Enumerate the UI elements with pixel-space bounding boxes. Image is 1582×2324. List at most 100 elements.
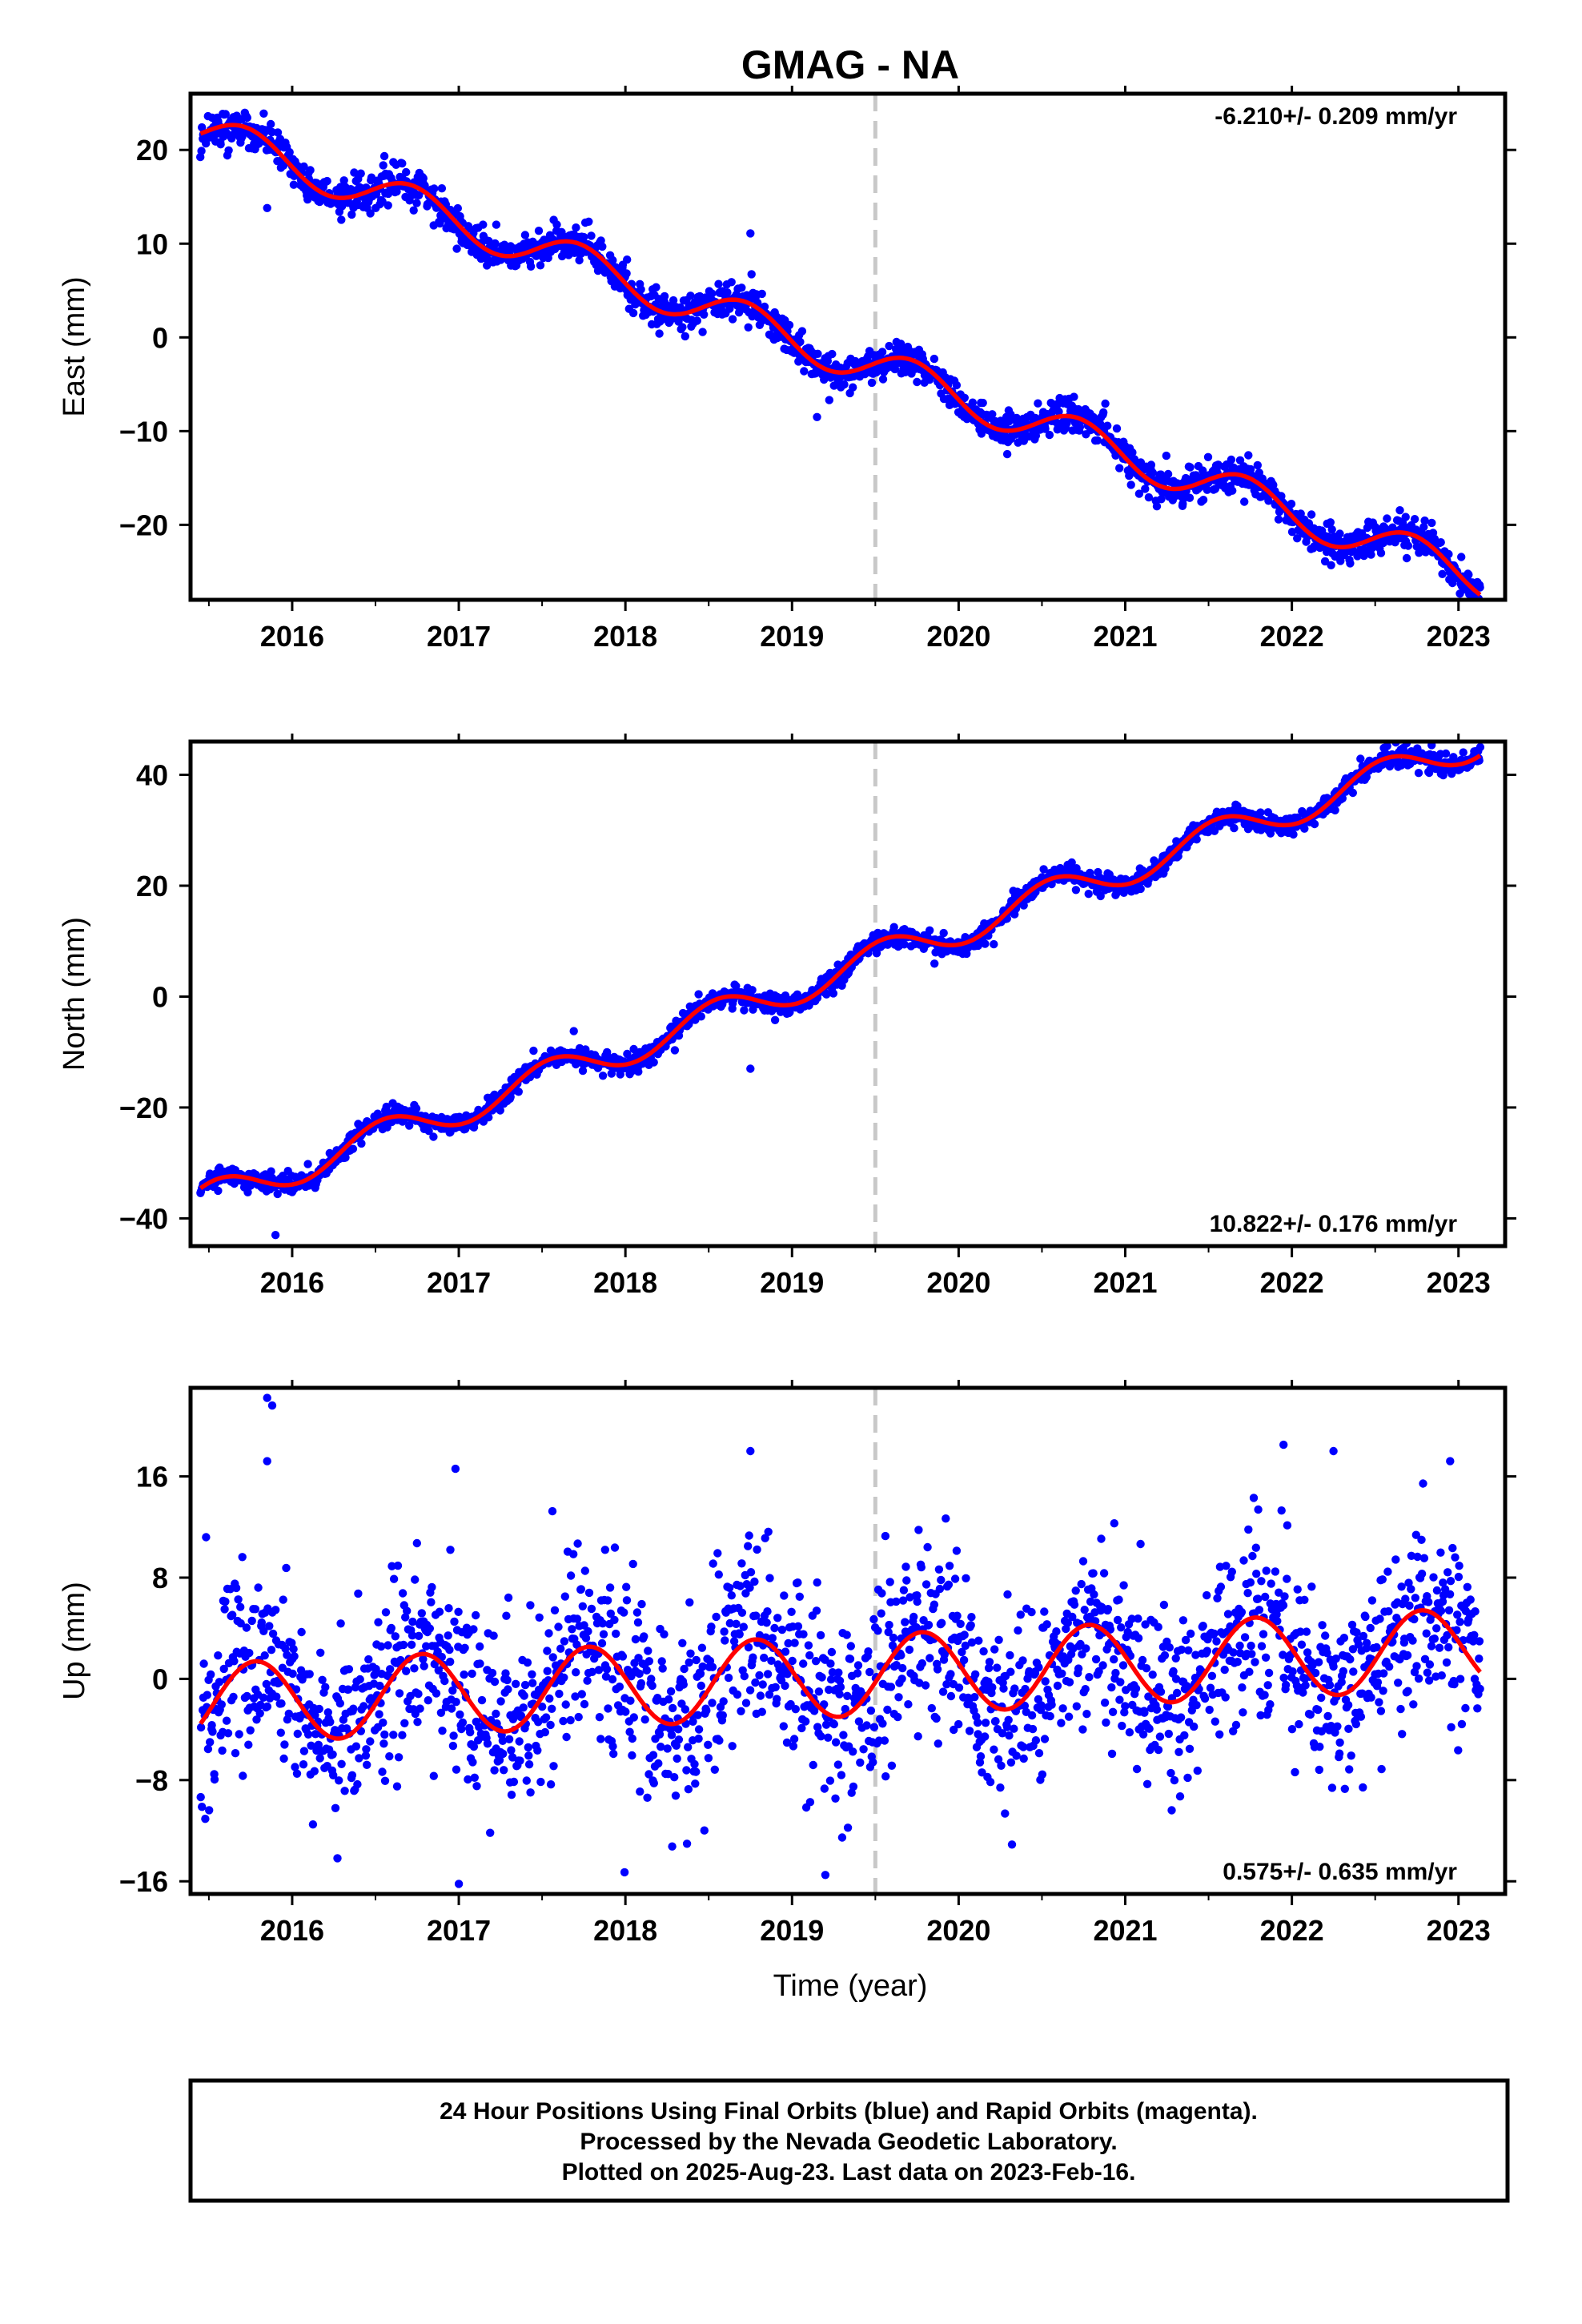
data-point [700,310,709,319]
data-point [460,1670,468,1679]
data-point [528,1679,537,1687]
data-point [210,1775,219,1784]
data-point [260,1651,269,1660]
data-point [452,1765,461,1774]
data-point [222,1716,231,1725]
data-point [678,323,687,332]
x-tick-label: 2019 [760,1266,824,1299]
data-point [383,189,393,199]
data-point [1162,451,1171,460]
data-point [1203,452,1213,461]
data-point [728,315,737,324]
x-tick-label: 2021 [1093,1266,1157,1299]
data-point [366,209,375,218]
data-point [246,1726,255,1735]
data-point [374,1618,383,1626]
data-point [681,332,689,341]
data-point [682,1839,692,1848]
data-point [887,1761,897,1770]
data-point [635,1669,644,1679]
data-point [403,1606,412,1615]
x-tick-label: 2018 [593,620,657,653]
y-tick-label: 10 [136,227,168,260]
data-point [446,1657,455,1667]
data-point [869,1758,877,1767]
y-tick-label: −20 [119,509,168,541]
data-point [310,1767,319,1775]
data-point [1331,806,1339,814]
data-point [859,1745,868,1754]
data-point [637,1599,646,1609]
data-point [834,1668,843,1677]
data-point [1436,538,1445,547]
data-point [1367,550,1375,559]
data-point [1427,518,1436,528]
data-point [540,1727,549,1737]
data-point [445,1645,454,1655]
data-point [725,1583,734,1593]
data-point [628,1734,636,1743]
data-point [1146,460,1156,469]
data-point [279,1754,288,1763]
data-point [674,1725,683,1734]
data-point [1335,529,1344,538]
data-point [1300,824,1309,833]
data-point [207,1670,215,1679]
data-point [279,1595,287,1604]
y-tick-label: 40 [136,759,168,792]
data-point-outlier [263,203,271,212]
data-point [747,270,756,279]
data-point [208,1727,217,1736]
data-point [634,1068,643,1076]
data-point [642,1666,651,1675]
data-point [427,1598,436,1606]
data-point [691,1779,700,1788]
data-point [1199,496,1208,505]
data-point [1148,468,1158,477]
data-point [583,1676,592,1685]
data-point [764,1527,773,1537]
data-point [507,1746,516,1755]
data-point [1101,399,1110,408]
data-point [862,1721,871,1730]
data-point [628,1751,636,1760]
data-point [869,1614,878,1624]
data-point [1471,605,1479,613]
data-point [533,1746,542,1755]
data-point [326,1718,335,1727]
data-point [603,1596,612,1605]
data-point [757,289,766,299]
data-point [516,1756,524,1765]
data-point [632,1608,642,1617]
plot-area [196,94,1484,613]
data-point [670,1773,679,1782]
data-point [347,210,356,219]
data-point [224,146,233,155]
data-point [550,1606,560,1615]
data-point [926,926,934,935]
data-point [263,1702,272,1711]
y-tick-label: −40 [119,1202,168,1235]
data-point [793,1622,803,1631]
data-point [737,1559,746,1568]
data-point [629,1713,638,1722]
data-point [318,1675,327,1684]
data-point [468,1669,476,1679]
data-point [1240,497,1249,506]
data-point [347,1771,357,1779]
data-point [236,1602,245,1611]
data-point [217,1700,226,1709]
data-point [797,327,807,336]
y-tick-label: −20 [119,1092,168,1124]
data-point [522,1776,531,1785]
data-point [223,1729,233,1738]
data-point [239,1771,247,1780]
data-point [420,1662,428,1671]
data-point [930,959,939,968]
data-point [817,1732,825,1741]
data-point [569,1027,578,1035]
data-point [652,283,661,292]
data-point [760,302,769,312]
data-point [414,1631,424,1640]
data-point [446,1546,455,1554]
